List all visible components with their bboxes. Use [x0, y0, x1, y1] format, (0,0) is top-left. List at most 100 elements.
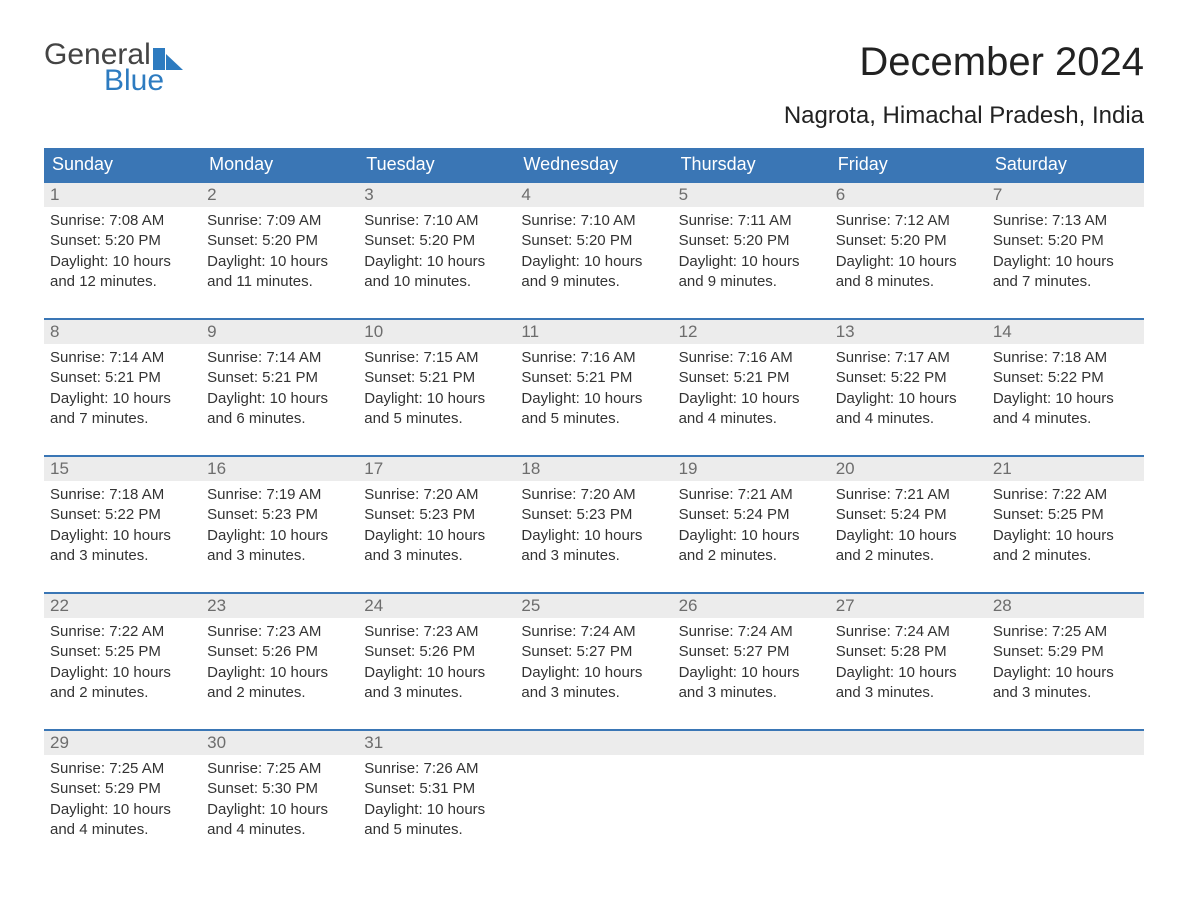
- day-number: 31: [358, 731, 515, 755]
- day-content: Sunrise: 7:24 AMSunset: 5:27 PMDaylight:…: [673, 618, 830, 715]
- day-content: Sunrise: 7:25 AMSunset: 5:29 PMDaylight:…: [987, 618, 1144, 715]
- sunset-text: Sunset: 5:20 PM: [207, 231, 352, 251]
- daylight-text: Daylight: 10 hours and 11 minutes.: [207, 252, 352, 293]
- daylight-text: Daylight: 10 hours and 5 minutes.: [521, 389, 666, 430]
- brand-word2: Blue: [44, 66, 183, 96]
- day-number: 14: [987, 320, 1144, 344]
- day-content: Sunrise: 7:25 AMSunset: 5:29 PMDaylight:…: [44, 755, 201, 852]
- sunrise-text: Sunrise: 7:26 AM: [364, 759, 509, 779]
- day-number: 9: [201, 320, 358, 344]
- daylight-text: Daylight: 10 hours and 4 minutes.: [836, 389, 981, 430]
- calendar-day: [830, 731, 987, 852]
- day-content: Sunrise: 7:26 AMSunset: 5:31 PMDaylight:…: [358, 755, 515, 852]
- daylight-text: Daylight: 10 hours and 3 minutes.: [521, 663, 666, 704]
- day-content: Sunrise: 7:13 AMSunset: 5:20 PMDaylight:…: [987, 207, 1144, 304]
- sunset-text: Sunset: 5:22 PM: [50, 505, 195, 525]
- sunrise-text: Sunrise: 7:20 AM: [364, 485, 509, 505]
- sunset-text: Sunset: 5:21 PM: [50, 368, 195, 388]
- day-number: [673, 731, 830, 755]
- day-number: 22: [44, 594, 201, 618]
- day-content: Sunrise: 7:08 AMSunset: 5:20 PMDaylight:…: [44, 207, 201, 304]
- day-content: Sunrise: 7:18 AMSunset: 5:22 PMDaylight:…: [987, 344, 1144, 441]
- day-number: 7: [987, 183, 1144, 207]
- sunset-text: Sunset: 5:21 PM: [207, 368, 352, 388]
- calendar-day: 6Sunrise: 7:12 AMSunset: 5:20 PMDaylight…: [830, 183, 987, 304]
- header-row: General Blue December 2024: [44, 40, 1144, 96]
- calendar-day: 13Sunrise: 7:17 AMSunset: 5:22 PMDayligh…: [830, 320, 987, 441]
- calendar-week: 29Sunrise: 7:25 AMSunset: 5:29 PMDayligh…: [44, 729, 1144, 852]
- sunrise-text: Sunrise: 7:23 AM: [207, 622, 352, 642]
- day-number: 17: [358, 457, 515, 481]
- sunset-text: Sunset: 5:29 PM: [50, 779, 195, 799]
- day-number: 4: [515, 183, 672, 207]
- day-content: Sunrise: 7:22 AMSunset: 5:25 PMDaylight:…: [44, 618, 201, 715]
- daylight-text: Daylight: 10 hours and 2 minutes.: [50, 663, 195, 704]
- brand-logo: General Blue: [44, 40, 183, 96]
- sunrise-text: Sunrise: 7:21 AM: [836, 485, 981, 505]
- day-number: 28: [987, 594, 1144, 618]
- sunset-text: Sunset: 5:30 PM: [207, 779, 352, 799]
- day-number: 27: [830, 594, 987, 618]
- calendar-day: 29Sunrise: 7:25 AMSunset: 5:29 PMDayligh…: [44, 731, 201, 852]
- daylight-text: Daylight: 10 hours and 2 minutes.: [207, 663, 352, 704]
- daylight-text: Daylight: 10 hours and 6 minutes.: [207, 389, 352, 430]
- day-content: Sunrise: 7:21 AMSunset: 5:24 PMDaylight:…: [673, 481, 830, 578]
- day-content: Sunrise: 7:20 AMSunset: 5:23 PMDaylight:…: [515, 481, 672, 578]
- weekday-col: Monday: [201, 148, 358, 181]
- daylight-text: Daylight: 10 hours and 10 minutes.: [364, 252, 509, 293]
- calendar-day: 27Sunrise: 7:24 AMSunset: 5:28 PMDayligh…: [830, 594, 987, 715]
- page-title: December 2024: [859, 40, 1144, 85]
- calendar-day: 16Sunrise: 7:19 AMSunset: 5:23 PMDayligh…: [201, 457, 358, 578]
- day-content: Sunrise: 7:23 AMSunset: 5:26 PMDaylight:…: [201, 618, 358, 715]
- day-number: 18: [515, 457, 672, 481]
- sunrise-text: Sunrise: 7:24 AM: [836, 622, 981, 642]
- calendar-day: 30Sunrise: 7:25 AMSunset: 5:30 PMDayligh…: [201, 731, 358, 852]
- calendar: Sunday Monday Tuesday Wednesday Thursday…: [44, 148, 1144, 852]
- daylight-text: Daylight: 10 hours and 2 minutes.: [836, 526, 981, 567]
- sunrise-text: Sunrise: 7:22 AM: [50, 622, 195, 642]
- sunset-text: Sunset: 5:23 PM: [207, 505, 352, 525]
- calendar-day: [987, 731, 1144, 852]
- sunrise-text: Sunrise: 7:24 AM: [521, 622, 666, 642]
- day-content: [987, 755, 1144, 771]
- sunset-text: Sunset: 5:20 PM: [836, 231, 981, 251]
- sunrise-text: Sunrise: 7:12 AM: [836, 211, 981, 231]
- day-content: Sunrise: 7:24 AMSunset: 5:27 PMDaylight:…: [515, 618, 672, 715]
- sunrise-text: Sunrise: 7:15 AM: [364, 348, 509, 368]
- weekday-col: Wednesday: [515, 148, 672, 181]
- sunset-text: Sunset: 5:20 PM: [679, 231, 824, 251]
- daylight-text: Daylight: 10 hours and 4 minutes.: [993, 389, 1138, 430]
- sunset-text: Sunset: 5:20 PM: [521, 231, 666, 251]
- calendar-day: 18Sunrise: 7:20 AMSunset: 5:23 PMDayligh…: [515, 457, 672, 578]
- calendar-week: 22Sunrise: 7:22 AMSunset: 5:25 PMDayligh…: [44, 592, 1144, 715]
- sunrise-text: Sunrise: 7:16 AM: [521, 348, 666, 368]
- day-content: Sunrise: 7:25 AMSunset: 5:30 PMDaylight:…: [201, 755, 358, 852]
- calendar-day: 22Sunrise: 7:22 AMSunset: 5:25 PMDayligh…: [44, 594, 201, 715]
- day-number: 1: [44, 183, 201, 207]
- day-number: [830, 731, 987, 755]
- daylight-text: Daylight: 10 hours and 3 minutes.: [836, 663, 981, 704]
- calendar-day: 20Sunrise: 7:21 AMSunset: 5:24 PMDayligh…: [830, 457, 987, 578]
- calendar-day: 1Sunrise: 7:08 AMSunset: 5:20 PMDaylight…: [44, 183, 201, 304]
- day-number: 12: [673, 320, 830, 344]
- sunrise-text: Sunrise: 7:23 AM: [364, 622, 509, 642]
- sunset-text: Sunset: 5:29 PM: [993, 642, 1138, 662]
- day-content: Sunrise: 7:10 AMSunset: 5:20 PMDaylight:…: [358, 207, 515, 304]
- sunrise-text: Sunrise: 7:24 AM: [679, 622, 824, 642]
- day-content: Sunrise: 7:18 AMSunset: 5:22 PMDaylight:…: [44, 481, 201, 578]
- day-content: Sunrise: 7:23 AMSunset: 5:26 PMDaylight:…: [358, 618, 515, 715]
- daylight-text: Daylight: 10 hours and 8 minutes.: [836, 252, 981, 293]
- weekday-col: Tuesday: [358, 148, 515, 181]
- sunrise-text: Sunrise: 7:20 AM: [521, 485, 666, 505]
- calendar-day: 3Sunrise: 7:10 AMSunset: 5:20 PMDaylight…: [358, 183, 515, 304]
- calendar-day: 21Sunrise: 7:22 AMSunset: 5:25 PMDayligh…: [987, 457, 1144, 578]
- daylight-text: Daylight: 10 hours and 3 minutes.: [50, 526, 195, 567]
- calendar-day: 4Sunrise: 7:10 AMSunset: 5:20 PMDaylight…: [515, 183, 672, 304]
- day-number: 23: [201, 594, 358, 618]
- calendar-day: 10Sunrise: 7:15 AMSunset: 5:21 PMDayligh…: [358, 320, 515, 441]
- day-content: Sunrise: 7:16 AMSunset: 5:21 PMDaylight:…: [673, 344, 830, 441]
- sunset-text: Sunset: 5:26 PM: [364, 642, 509, 662]
- calendar-week: 8Sunrise: 7:14 AMSunset: 5:21 PMDaylight…: [44, 318, 1144, 441]
- day-number: 24: [358, 594, 515, 618]
- day-number: 21: [987, 457, 1144, 481]
